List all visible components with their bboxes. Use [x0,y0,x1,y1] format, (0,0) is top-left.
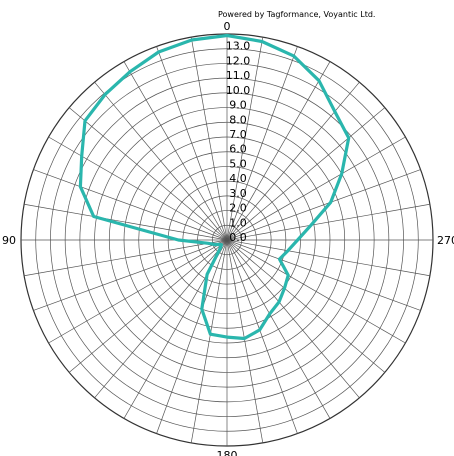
grid-spoke [190,239,228,443]
grid-spoke [24,239,228,277]
grid-spoke [226,239,331,419]
radial-tick-label: 9.0 [229,99,247,112]
series-layer [78,33,351,341]
grid-spoke [48,239,228,344]
grid-spoke [226,239,386,373]
polar-grid [20,33,434,447]
grid-spoke [226,61,331,241]
radial-tick-label: 13.0 [226,40,251,53]
radial-tick-label: 11.0 [226,69,251,82]
grid-spoke [226,239,264,443]
grid-spoke [48,136,228,241]
angle-label: 180 [217,449,238,456]
radial-tick-label: 12.0 [226,54,251,67]
radial-tick-label: 0.0 [229,231,247,244]
grid-spoke [226,136,406,241]
radial-tick-label: 3.0 [229,187,247,200]
radial-tick-label: 1.0 [229,216,247,229]
grid-spoke [190,37,228,241]
chart-credit: Powered by Tagformance, Voyantic Ltd. [218,10,376,19]
grid-spoke [226,169,421,241]
grid-spoke [33,169,228,241]
angle-label: 90 [2,234,16,247]
grid-spoke [24,203,228,241]
grid-spoke [94,81,228,241]
grid-spoke [226,239,421,311]
radial-tick-label: 4.0 [229,172,247,185]
label-layer: 0.0 1.02.0 3.0 4.0 5.06.0 7.0 8.09.0 10.0 11.0 12… [2,20,454,456]
grid-spoke [68,107,228,241]
grid-spoke [226,107,386,241]
angle-label: 270 [437,234,454,247]
radial-tick-label: 6.0 [229,143,247,156]
grid-spoke [123,61,228,241]
radial-tick-label: 8.0 [229,113,247,126]
grid-spoke [226,239,360,399]
grid-spoke [226,81,360,241]
grid-spoke [68,239,228,373]
grid-spoke [226,239,298,434]
grid-spoke [156,239,228,434]
grid-spoke [226,203,430,241]
grid-spoke [33,239,228,311]
grid-spoke [156,46,228,241]
angle-label: 0 [224,20,231,33]
grid-spoke [94,239,228,399]
grid-spoke [226,239,406,344]
grid-spoke [226,46,298,241]
grid-spoke [226,239,430,277]
radial-tick-label: 5.0 [229,157,247,170]
radial-tick-label: 2.0 [229,202,247,215]
radial-tick-label: 7.0 [229,128,247,141]
grid-spoke [226,37,264,241]
radial-tick-label: 10.0 [226,84,251,97]
series-line [78,33,351,341]
